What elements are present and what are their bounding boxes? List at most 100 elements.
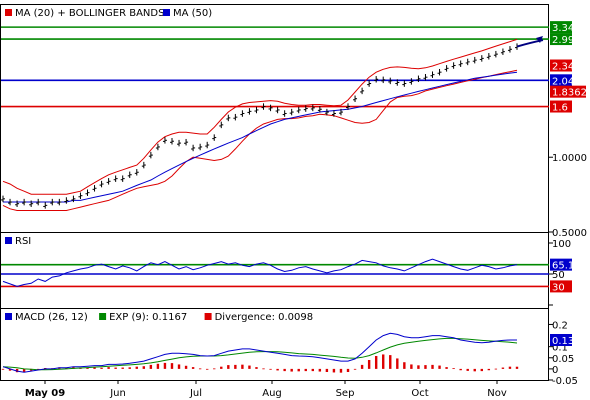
divergence-bar xyxy=(22,368,26,373)
rsi-badge-label: 65.1 xyxy=(552,261,574,272)
price-bar xyxy=(507,46,512,53)
divergence-bar xyxy=(410,364,413,369)
divergence-bar xyxy=(382,354,385,369)
divergence-bar xyxy=(93,367,96,369)
price-bar xyxy=(177,139,182,147)
price-badge-label-1-8362: 1.8362 xyxy=(552,88,587,99)
divergence-bar xyxy=(37,368,40,370)
divergence-bar xyxy=(213,368,216,370)
price-bar xyxy=(233,113,238,121)
price-ytick-label: 1.0000 xyxy=(552,153,587,164)
price-bar xyxy=(120,175,125,182)
price-bar xyxy=(261,103,266,110)
divergence-bar xyxy=(262,368,265,370)
divergence-bar xyxy=(508,366,512,369)
price-bar xyxy=(226,114,231,122)
rsi-line xyxy=(2,258,518,287)
divergence-bar xyxy=(135,366,138,369)
divergence-bar xyxy=(325,368,329,372)
legend-label-ma-50: MA (50) xyxy=(173,8,212,19)
macd-ytick-label: 0.1 xyxy=(552,343,568,354)
rsi-panel-frame xyxy=(0,232,549,309)
legend-swatch-divergence-0-0098 xyxy=(204,313,212,320)
bollinger-upper-line xyxy=(2,38,518,195)
divergence-bar xyxy=(276,368,279,371)
divergence-bar xyxy=(346,368,350,372)
legend-label-macd-26-12: MACD (26, 12) xyxy=(15,312,88,323)
legend-label-rsi: RSI xyxy=(15,236,31,247)
legend-swatch-ma-50 xyxy=(163,9,170,16)
price-bar xyxy=(219,121,224,129)
divergence-bar xyxy=(304,368,307,372)
price-bar xyxy=(155,143,160,151)
bollinger-lower-line xyxy=(2,69,518,211)
price-bar xyxy=(402,80,407,87)
divergence-bar xyxy=(459,368,462,371)
price-bar xyxy=(22,198,27,206)
macd-line xyxy=(2,332,517,373)
macd-ytick-label: 0 xyxy=(552,365,558,376)
divergence-bar xyxy=(466,368,469,371)
divergence-bar xyxy=(191,367,195,369)
x-tick-label-nov: Nov xyxy=(487,388,507,399)
level-label-1-6: 1.6 xyxy=(552,103,568,114)
exp-line xyxy=(2,337,518,371)
divergence-bar xyxy=(198,368,202,370)
price-bar xyxy=(36,198,41,206)
price-bar xyxy=(465,58,470,66)
divergence-bar xyxy=(494,368,498,370)
price-bar xyxy=(282,110,287,117)
divergence-bar xyxy=(121,367,124,369)
divergence-bar xyxy=(452,368,455,370)
price-bar xyxy=(479,55,484,62)
divergence-bar xyxy=(480,368,483,372)
divergence-bar xyxy=(290,368,293,372)
legend-swatch-rsi xyxy=(5,237,12,244)
price-bar xyxy=(15,200,20,207)
divergence-bar xyxy=(332,368,336,373)
price-bar xyxy=(388,77,393,85)
price-bar xyxy=(141,161,146,169)
divergence-bar xyxy=(227,365,230,369)
divergence-bar xyxy=(396,358,399,369)
divergence-bar xyxy=(114,367,117,369)
divergence-bar xyxy=(142,366,146,369)
divergence-bar xyxy=(501,367,505,369)
divergence-bar xyxy=(269,368,272,370)
x-tick-label-aug: Aug xyxy=(262,388,282,399)
price-badge-label-2-34: 2.34 xyxy=(552,62,574,73)
divergence-bar xyxy=(473,368,476,372)
price-bar xyxy=(338,108,343,116)
legend-label-exp-9-0-1167: EXP (9): 0.1167 xyxy=(109,312,187,323)
divergence-bar xyxy=(220,366,223,369)
price-bar xyxy=(71,195,76,203)
price-bar xyxy=(381,76,386,84)
price-bar xyxy=(113,175,118,182)
divergence-bar xyxy=(487,368,491,371)
price-bar xyxy=(346,103,351,110)
level-badge-2-04 xyxy=(550,74,572,87)
x-tick-label-sep: Sep xyxy=(336,388,355,399)
price-bar xyxy=(162,137,167,144)
divergence-bar xyxy=(283,368,286,372)
divergence-bar xyxy=(149,364,153,369)
price-bar xyxy=(57,198,62,206)
divergence-bar xyxy=(65,367,68,369)
price-bar xyxy=(324,108,329,116)
divergence-bar xyxy=(107,367,110,369)
price-bar xyxy=(289,108,294,116)
price-bar xyxy=(99,180,104,188)
price-bar xyxy=(493,50,498,58)
x-tick-label-jun: Jun xyxy=(109,388,126,399)
projection-arrow-head xyxy=(536,36,543,44)
price-bar xyxy=(275,106,280,114)
legend-label-divergence-0-0098: Divergence: 0.0098 xyxy=(215,312,314,323)
price-bar xyxy=(148,151,153,159)
legend-label-ma-20-bollinger-bands: MA (20) + BOLLINGER BANDS xyxy=(15,8,164,19)
price-bar xyxy=(1,195,5,203)
price-ytick-label: 0.5000 xyxy=(552,228,587,239)
divergence-bar xyxy=(445,367,448,369)
price-bar xyxy=(212,134,217,141)
macd-ytick-label: 0.05 xyxy=(552,354,574,365)
price-bar xyxy=(451,62,456,69)
